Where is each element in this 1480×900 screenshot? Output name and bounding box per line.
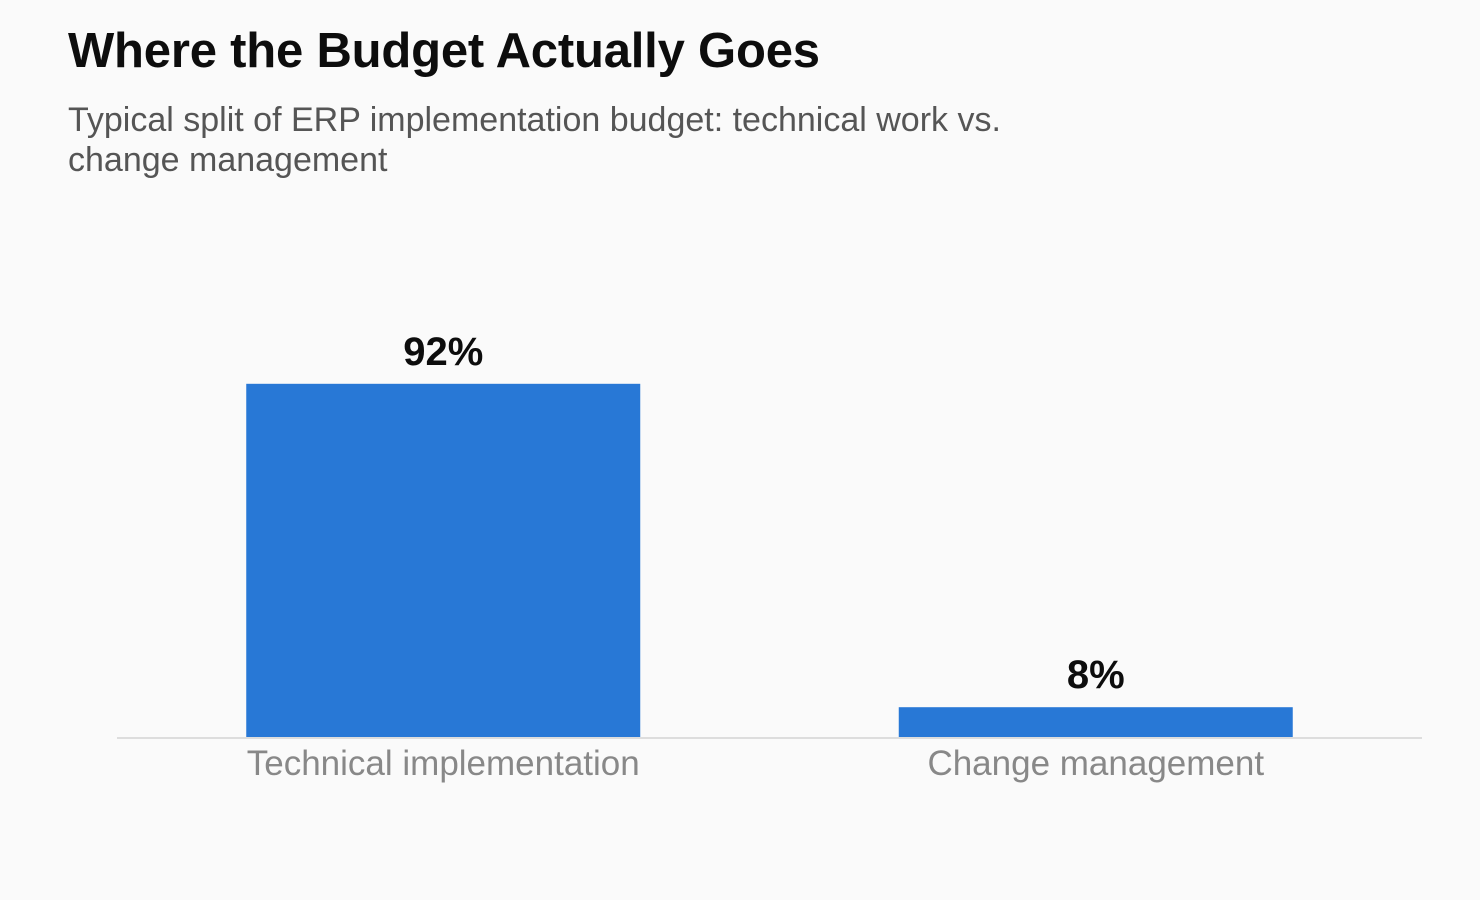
bar-technical-implementation (246, 383, 641, 738)
data-label: 92% (403, 330, 483, 374)
bars-layer (246, 383, 1293, 738)
chart-title: Where the Budget Actually Goes (68, 24, 820, 78)
x-tick-label: Change management (927, 744, 1264, 783)
chart-subtitle: Typical split of ERP implementation budg… (68, 101, 1001, 179)
data-label: 8% (1067, 653, 1125, 697)
labels-layer: 92% Technical implementation 8% Change mana… (247, 330, 1265, 783)
bar-change-management (898, 707, 1293, 738)
x-tick-label: Technical implementation (247, 744, 640, 783)
